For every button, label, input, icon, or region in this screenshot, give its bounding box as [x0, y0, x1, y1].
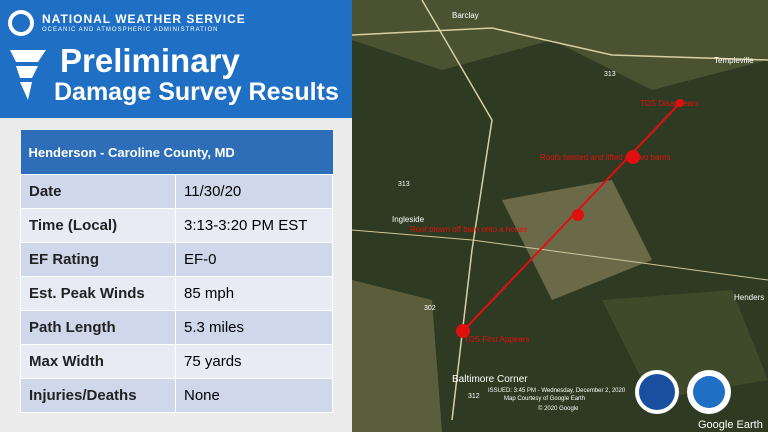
map: TDS Disappears Roofs twisted and lifted o… — [352, 0, 768, 432]
table-row: Max Width 75 yards — [20, 344, 333, 379]
table-row: Time (Local) 3:13-3:20 PM EST — [20, 208, 333, 243]
title: Preliminary — [60, 42, 240, 79]
table-row: Injuries/Deaths None — [20, 378, 333, 413]
table-row: Date 11/30/20 — [20, 174, 333, 209]
cell-label: EF Rating — [20, 242, 176, 277]
tornado-icon — [10, 50, 46, 100]
cell-label: Max Width — [20, 344, 176, 379]
info-panel: NATIONAL WEATHER SERVICE OCEANIC AND ATM… — [0, 0, 352, 432]
place-label: Ingleside — [392, 215, 425, 224]
table-row: Est. Peak Winds 85 mph — [20, 276, 333, 311]
place-label: Templeville — [714, 56, 754, 65]
cell-value: 75 yards — [175, 344, 333, 379]
courtesy-text: Map Courtesy of Google Earth — [504, 396, 585, 402]
place-label: Henders — [734, 293, 764, 302]
map-annotation: Roof blown off barn onto a house — [410, 225, 528, 234]
header: NATIONAL WEATHER SERVICE OCEANIC AND ATM… — [0, 0, 352, 118]
copyright-text: © 2020 Google — [538, 405, 579, 412]
place-label: Baltimore Corner — [452, 374, 528, 385]
title: Damage Survey Results — [54, 78, 339, 106]
cell-label: Est. Peak Winds — [20, 276, 176, 311]
cell-value: 5.3 miles — [175, 310, 333, 345]
cell-value: 85 mph — [175, 276, 333, 311]
cell-label: Time (Local) — [20, 208, 176, 243]
route-label: 313 — [604, 71, 616, 78]
cell-value: None — [175, 378, 333, 413]
cell-label: Injuries/Deaths — [20, 378, 176, 413]
table-row: EF Rating EF-0 — [20, 242, 333, 277]
cell-label: Date — [20, 174, 176, 209]
cell-value: EF-0 — [175, 242, 333, 277]
cell-value: 3:13-3:20 PM EST — [175, 208, 333, 243]
map-annotation: TDS First Appears — [464, 335, 529, 344]
google-earth-logo: Google Earth — [698, 419, 763, 431]
issued-text: ISSUED: 3:45 PM - Wednesday, December 2,… — [488, 388, 626, 394]
place-label: Barclay — [452, 11, 479, 20]
cell-value: 11/30/20 — [175, 174, 333, 209]
cell-label: Path Length — [20, 310, 176, 345]
agency: NATIONAL WEATHER SERVICE — [42, 12, 246, 26]
route-label: 312 — [468, 393, 480, 400]
route-label: 302 — [424, 305, 436, 312]
map-annotation: TDS Disappears — [640, 99, 699, 108]
nws-logo — [8, 10, 34, 36]
route-label: 313 — [398, 181, 410, 188]
survey-table: Henderson - Caroline County, MD Date 11/30… — [20, 130, 333, 413]
subagency: OCEANIC AND ATMOSPHERIC ADMINISTRATION — [42, 27, 219, 33]
table-heading: Henderson - Caroline County, MD — [20, 130, 333, 175]
table-row: Path Length 5.3 miles — [20, 310, 333, 345]
map-annotation: Roofs twisted and lifted off two barns — [540, 153, 671, 162]
